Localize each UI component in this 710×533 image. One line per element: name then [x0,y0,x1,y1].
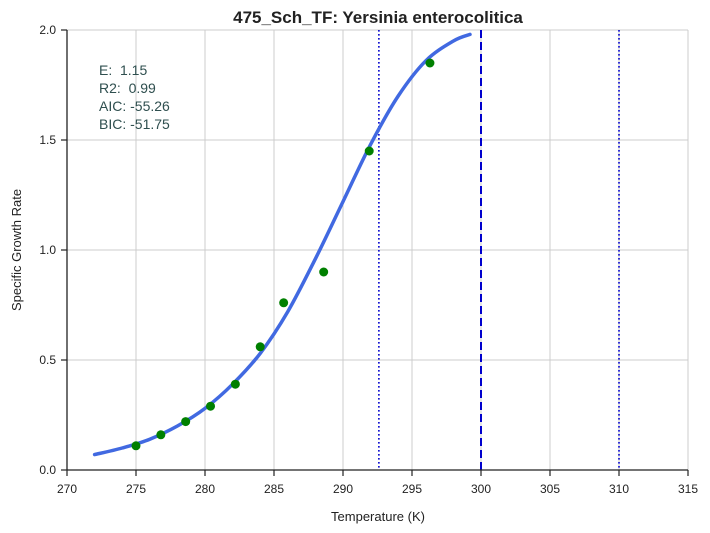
x-axis-label: Temperature (K) [331,509,425,524]
data-point-4 [206,401,216,411]
data-point-10 [425,58,435,68]
data-point-1 [131,441,141,451]
x-tick-label-0: 270 [57,482,77,496]
x-tick-label-5: 295 [402,482,422,496]
y-tick-label-3: 1.5 [39,133,56,147]
y-tick-label-2: 1.0 [39,243,56,257]
data-points-layer [131,58,435,451]
data-point-5 [230,379,240,389]
data-point-3 [181,417,191,427]
x-tick-label-2: 280 [195,482,215,496]
x-tick-label-7: 305 [540,482,560,496]
data-point-7 [279,298,289,308]
x-tick-label-9: 315 [678,482,698,496]
annotation-line-3: AIC: -55.26 [99,98,170,114]
data-point-8 [319,267,329,277]
y-tick-label-0: 0.0 [39,463,56,477]
chart-title: 475_Sch_TF: Yersinia enterocolitica [233,8,523,27]
data-point-2 [156,430,166,440]
data-point-9 [364,146,374,156]
fit-statistics-annotation: E: 1.15 R2: 0.99 AIC: -55.26 BIC: -51.75 [99,62,170,132]
annotation-line-2: R2: 0.99 [99,80,156,96]
x-tick-label-6: 300 [471,482,491,496]
vertical-lines-layer [378,30,620,470]
x-tick-label-4: 290 [333,482,353,496]
y-tick-label-4: 2.0 [39,23,56,37]
x-tick-label-8: 310 [609,482,629,496]
x-tick-label-3: 285 [264,482,284,496]
ticks-layer: 270 275 280 285 290 295 300 305 310 315 0.0 0.5 1.0 1… [39,23,698,496]
data-point-6 [255,342,265,352]
y-axis-label: Specific Growth Rate [9,189,24,311]
annotation-line-4: BIC: -51.75 [99,116,170,132]
annotation-line-1: E: 1.15 [99,62,147,78]
y-tick-label-1: 0.5 [39,353,56,367]
x-tick-label-1: 275 [126,482,146,496]
